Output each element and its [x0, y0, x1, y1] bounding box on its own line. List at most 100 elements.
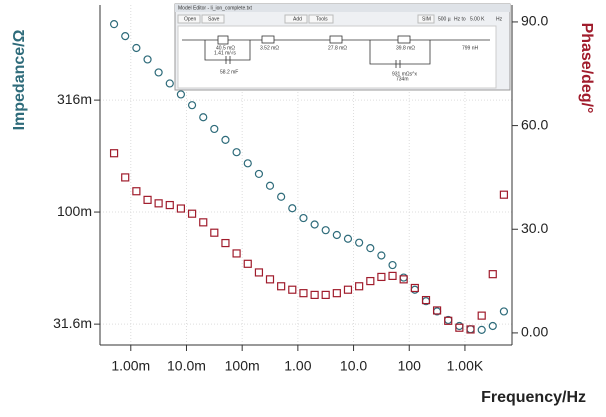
- point: [165, 79, 174, 88]
- point: [165, 200, 174, 210]
- point: [343, 285, 353, 294]
- point: [210, 228, 219, 237]
- point: [477, 325, 486, 334]
- point: [366, 276, 375, 286]
- point: [288, 204, 297, 213]
- button-label[interactable]: SIM: [422, 16, 431, 22]
- x-axis-label: Frequency/Hz: [481, 389, 586, 406]
- point: [210, 124, 219, 134]
- y-tick-label: 100m: [57, 203, 92, 219]
- x-tick-label: 100m: [225, 358, 260, 374]
- point: [366, 244, 375, 253]
- point: [355, 282, 364, 291]
- button[interactable]: [417, 14, 435, 24]
- point: [109, 20, 119, 29]
- point: [232, 148, 241, 157]
- point: [154, 68, 163, 77]
- x-tick-label: 1.00m: [111, 358, 150, 374]
- y2-tick-label: 30.0: [521, 220, 548, 236]
- point: [132, 43, 141, 53]
- component-label: 39.8 mΩ: [396, 45, 415, 51]
- point: [321, 226, 330, 235]
- range-unit: Hz to: [454, 16, 466, 22]
- point: [321, 290, 330, 299]
- button[interactable]: [284, 14, 308, 24]
- x-tick-label: 10.0: [340, 358, 367, 374]
- point: [421, 295, 431, 305]
- point: [343, 234, 353, 243]
- point: [310, 290, 319, 299]
- point: [410, 283, 419, 293]
- component-label: 931 mΩs^x: [392, 71, 417, 77]
- component-label: 1.41 m/√s: [214, 49, 236, 56]
- button-label[interactable]: Tools: [316, 16, 328, 22]
- point: [299, 289, 308, 298]
- point: [277, 282, 286, 291]
- point: [254, 169, 264, 179]
- point: [265, 181, 275, 190]
- point: [377, 251, 386, 260]
- point: [355, 238, 364, 247]
- point: [432, 306, 442, 315]
- point: [332, 289, 341, 298]
- button-label[interactable]: Add: [293, 16, 302, 22]
- y-tick-label: 31.6m: [53, 315, 92, 331]
- point: [399, 275, 408, 284]
- point: [388, 271, 397, 280]
- range-to: 5.00 K: [470, 16, 485, 22]
- point: [277, 192, 286, 201]
- point: [232, 249, 241, 258]
- circuit: [182, 35, 490, 68]
- point: [132, 187, 141, 196]
- x-tick-label: 100: [398, 358, 422, 374]
- component-label: 799 nH: [462, 45, 479, 51]
- point: [444, 316, 453, 325]
- point: [199, 113, 208, 122]
- button[interactable]: [308, 14, 334, 24]
- button-label[interactable]: Open: [184, 16, 196, 22]
- component-label: 734m: [396, 76, 409, 82]
- point: [243, 259, 252, 268]
- point: [243, 159, 252, 168]
- point: [187, 101, 197, 110]
- y2-tick-label: 0.00: [521, 324, 548, 340]
- point: [221, 238, 230, 248]
- y2-axis-label: Phase/deg/°: [578, 23, 595, 114]
- point: [176, 204, 186, 213]
- point: [187, 209, 197, 218]
- point: [455, 323, 464, 332]
- x-tick-label: 1.00K: [447, 358, 484, 374]
- button[interactable]: [201, 14, 225, 24]
- point: [499, 307, 509, 316]
- point: [109, 149, 119, 158]
- point: [288, 285, 297, 294]
- point: [332, 230, 341, 240]
- x-tick-label: 10.0m: [167, 358, 206, 374]
- point: [154, 199, 163, 208]
- component-label: 40.5 mΩ: [216, 45, 235, 51]
- point: [310, 220, 319, 229]
- point: [299, 213, 308, 223]
- y2-tick-label: 90.0: [521, 13, 548, 29]
- point: [221, 135, 230, 144]
- point: [466, 325, 475, 334]
- point: [143, 195, 152, 204]
- point: [121, 32, 130, 41]
- inset-titlebar: [175, 4, 510, 12]
- range-from: 500 µ: [438, 16, 451, 22]
- point: [477, 311, 486, 320]
- button[interactable]: [177, 14, 201, 24]
- component-label: 27.8 mΩ: [328, 45, 347, 51]
- point: [254, 268, 264, 277]
- y2-tick-label: 60.0: [521, 116, 548, 132]
- y-tick-label: 316m: [57, 91, 92, 107]
- point: [121, 173, 130, 182]
- button-label[interactable]: Save: [208, 16, 220, 22]
- point: [176, 90, 186, 99]
- range-unit: Hz: [496, 16, 503, 22]
- point: [488, 270, 497, 279]
- point: [499, 190, 509, 199]
- point: [199, 218, 208, 227]
- point: [143, 55, 152, 64]
